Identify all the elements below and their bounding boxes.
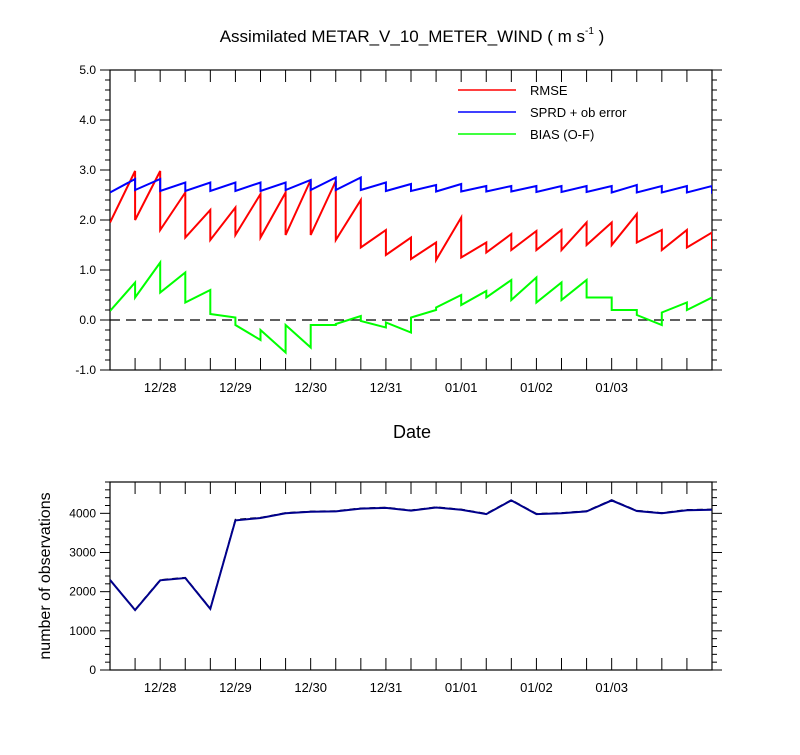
x-tick-label: 12/28 (144, 680, 177, 695)
x-tick-label: 01/02 (520, 680, 553, 695)
y-tick-label: 5.0 (79, 63, 96, 77)
y-tick-label: -1.0 (75, 363, 96, 377)
x-tick-label: 12/29 (219, 680, 252, 695)
x-tick-label: 01/03 (595, 380, 628, 395)
series-line-assimilated (110, 499, 712, 612)
x-tick-label: 01/01 (445, 680, 478, 695)
chart-title: Assimilated METAR_V_10_METER_WIND ( m s-… (220, 26, 605, 46)
y-tick-label: 2000 (69, 585, 96, 599)
data-layer (110, 170, 712, 355)
chart-title-close: ) (594, 27, 604, 46)
bottom-plot: 12/28 12/29 12/30 12/31 01/01 01/02 01/03 0 1000… (69, 481, 722, 695)
x-tick-label: 12/31 (370, 680, 403, 695)
chart-title-superscript: -1 (585, 26, 594, 37)
x-tick-label: 01/01 (445, 380, 478, 395)
y-tick-label: 4.0 (79, 113, 96, 127)
y-tick-label: 0.0 (79, 313, 96, 327)
series-line-bias-o-f (110, 259, 712, 355)
legend-label-sprd-ob-error: SPRD + ob error (530, 105, 627, 120)
x-tick-label: 12/30 (294, 380, 327, 395)
x-tick-label: 12/30 (294, 680, 327, 695)
x-tick-label: 12/31 (370, 380, 403, 395)
legend-label-bias-o-f: BIAS (O-F) (530, 127, 594, 142)
x-tick-label: 01/02 (520, 380, 553, 395)
series-line-rmse (110, 170, 712, 264)
y-tick-label: 0 (89, 663, 96, 677)
x-tick-label: 12/28 (144, 380, 177, 395)
series-line-sprd-ob-error (110, 175, 712, 194)
x-tick-label: 12/29 (219, 380, 252, 395)
legend-label-rmse: RMSE (530, 83, 568, 98)
chart-title-text: Assimilated METAR_V_10_METER_WIND ( m s (220, 27, 585, 46)
data-layer (110, 499, 712, 612)
y-tick-label: 4000 (69, 506, 96, 520)
y-tick-label: 2.0 (79, 213, 96, 227)
y-axis-label: number of observations (37, 492, 54, 659)
top-plot: 12/28 12/29 12/30 12/31 01/01 01/02 01/03 -1.0 0… (75, 63, 722, 395)
y-tick-label: 3.0 (79, 163, 96, 177)
series-line-possible (110, 499, 712, 611)
y-tick-label: 3000 (69, 546, 96, 560)
y-tick-label: 1.0 (79, 263, 96, 277)
x-axis-label: Date (393, 422, 431, 442)
y-tick-label: 1000 (69, 624, 96, 638)
x-tick-label: 01/03 (595, 680, 628, 695)
